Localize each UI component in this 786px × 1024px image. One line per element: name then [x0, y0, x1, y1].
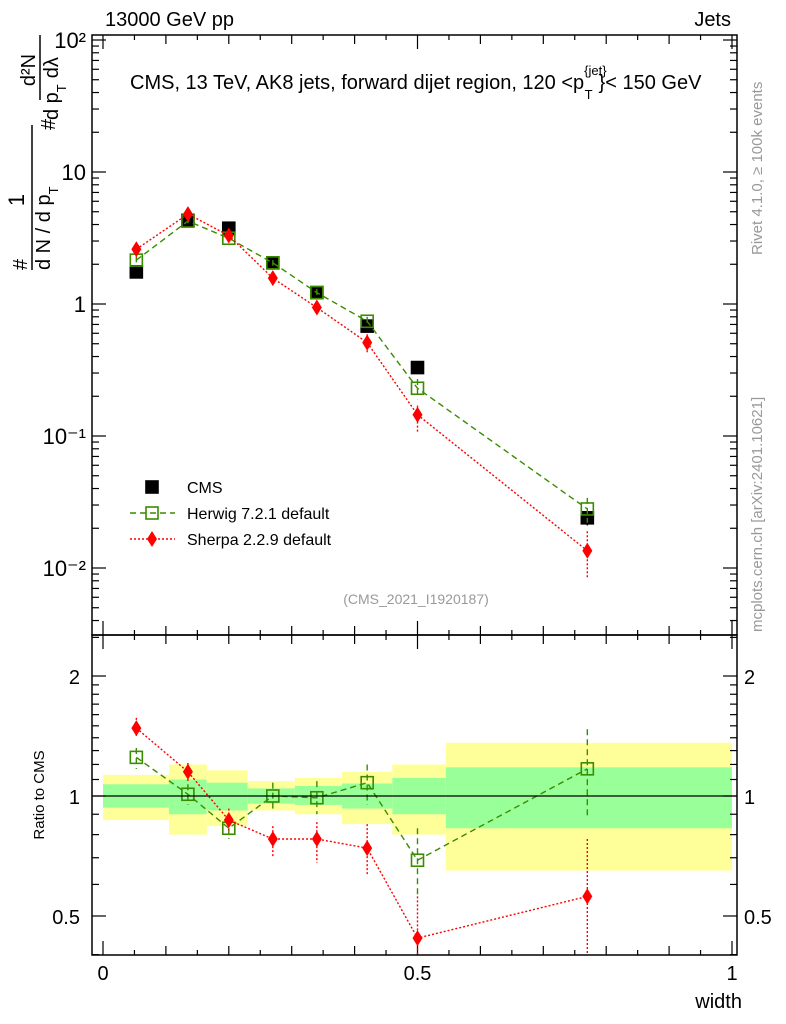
- main-y-tick-label: 10⁻¹: [43, 424, 86, 449]
- main-point-cms: [129, 265, 144, 279]
- header-left: 13000 GeV pp: [105, 9, 234, 31]
- legend-label-cms: CMS: [187, 480, 223, 497]
- x-tick-label: 0.5: [404, 963, 432, 985]
- ratio-y-tick-label-right: 1: [744, 787, 755, 809]
- ratio-point-herwig: [360, 775, 374, 790]
- ratio-y-tick-label: 2: [69, 667, 80, 689]
- main-point-sherpa: [131, 241, 142, 258]
- main-y-tick-label: 10²: [54, 28, 86, 53]
- legend-marker-sherpa: [147, 531, 157, 547]
- main-point-sherpa: [267, 270, 278, 287]
- main-y-tick-label: 10⁻²: [43, 556, 86, 581]
- ratio-point-sherpa: [582, 888, 593, 905]
- header-right: Jets: [694, 9, 731, 31]
- main-y-tick-label: 10: [62, 160, 86, 185]
- legend-marker-herwig: [145, 506, 159, 520]
- ratio-y-tick-label: 1: [69, 787, 80, 809]
- ratio-point-herwig: [310, 790, 324, 805]
- main-point-cms: [410, 360, 425, 375]
- main-y-tick-label: 1: [74, 292, 86, 317]
- ylabel-den1: d N / d pT: [33, 186, 61, 270]
- main-point-sherpa: [362, 334, 373, 351]
- plot-title-sub: T: [585, 87, 593, 102]
- legend-label-sherpa: Sherpa 2.2.9 default: [187, 532, 332, 549]
- ratio-point-herwig: [129, 750, 144, 765]
- ylabel-hash2: #: [38, 118, 60, 130]
- legend-label-herwig: Herwig 7.2.1 default: [187, 506, 330, 523]
- legend: CMS Herwig 7.2.1 default Sherpa 2.2.9 de…: [130, 480, 332, 549]
- ylabel-num1: 1: [4, 194, 29, 206]
- ylabel-num2: d²N: [18, 54, 40, 86]
- ratio-band-inner: [445, 767, 732, 829]
- ratio-point-sherpa: [131, 720, 142, 737]
- main-point-herwig: [580, 502, 595, 516]
- main-point-herwig: [266, 256, 280, 270]
- plot-title: CMS, 13 TeV, AK8 jets, forward dijet reg…: [130, 63, 702, 102]
- main-point-sherpa: [311, 299, 322, 316]
- plot-title-end: }< 150 GeV: [599, 72, 703, 94]
- ratio-y-axis-label: Ratio to CMS: [31, 750, 48, 839]
- ratio-point-sherpa: [182, 763, 193, 780]
- axis-ticks: [92, 35, 737, 956]
- ratio-point-sherpa: [267, 831, 278, 848]
- analysis-id: (CMS_2021_I1920187): [343, 591, 489, 607]
- ratio-line: [135, 727, 588, 939]
- y-axis-label: # 1 d N / d pT # d²N d pTdλ: [4, 35, 69, 270]
- x-tick-label: 0: [97, 963, 108, 985]
- main-point-sherpa: [182, 206, 193, 223]
- ratio-y-tick-label: 0.5: [52, 907, 80, 929]
- series-layer: [129, 206, 595, 955]
- ratio-point-herwig: [181, 787, 195, 802]
- main-point-sherpa: [582, 542, 593, 559]
- ratio-y-tick-label-right: 2: [744, 667, 755, 689]
- main-line: [135, 213, 588, 552]
- tick-labels: 10² 10 1 10⁻¹ 10⁻² 2 2 1 1 0.5 0.5 0 0.5 1: [43, 28, 772, 985]
- main-point-sherpa: [412, 406, 423, 423]
- legend-marker-cms: [145, 480, 159, 494]
- rivet-version: Rivet 4.1.0, ≥ 100k events: [749, 82, 766, 255]
- main-point-sherpa: [223, 227, 234, 244]
- ratio-point-sherpa: [223, 812, 234, 829]
- plot-title-sup: {jet}: [584, 63, 607, 78]
- ratio-point-herwig: [580, 762, 595, 776]
- ratio-point-sherpa: [362, 840, 373, 857]
- ratio-y-tick-label-right: 0.5: [744, 907, 772, 929]
- mcplots-credit: mcplots.cern.ch [arXiv:2401.10621]: [749, 397, 766, 632]
- main-point-herwig: [310, 285, 324, 300]
- ylabel-den2: d pTdλ: [41, 57, 69, 120]
- main-line: [135, 220, 588, 510]
- x-tick-label: 1: [726, 963, 737, 985]
- ratio-line: [135, 756, 588, 862]
- ratio-point-sherpa: [412, 930, 423, 947]
- main-point-herwig: [360, 314, 374, 329]
- ratio-point-herwig: [410, 853, 425, 868]
- ratio-frame: [91, 634, 738, 956]
- ylabel-hash: #: [10, 258, 32, 270]
- plot-title-main: CMS, 13 TeV, AK8 jets, forward dijet reg…: [130, 72, 584, 94]
- ratio-point-sherpa: [311, 831, 322, 848]
- main-point-herwig: [410, 381, 425, 396]
- x-axis-label: width: [694, 991, 742, 1013]
